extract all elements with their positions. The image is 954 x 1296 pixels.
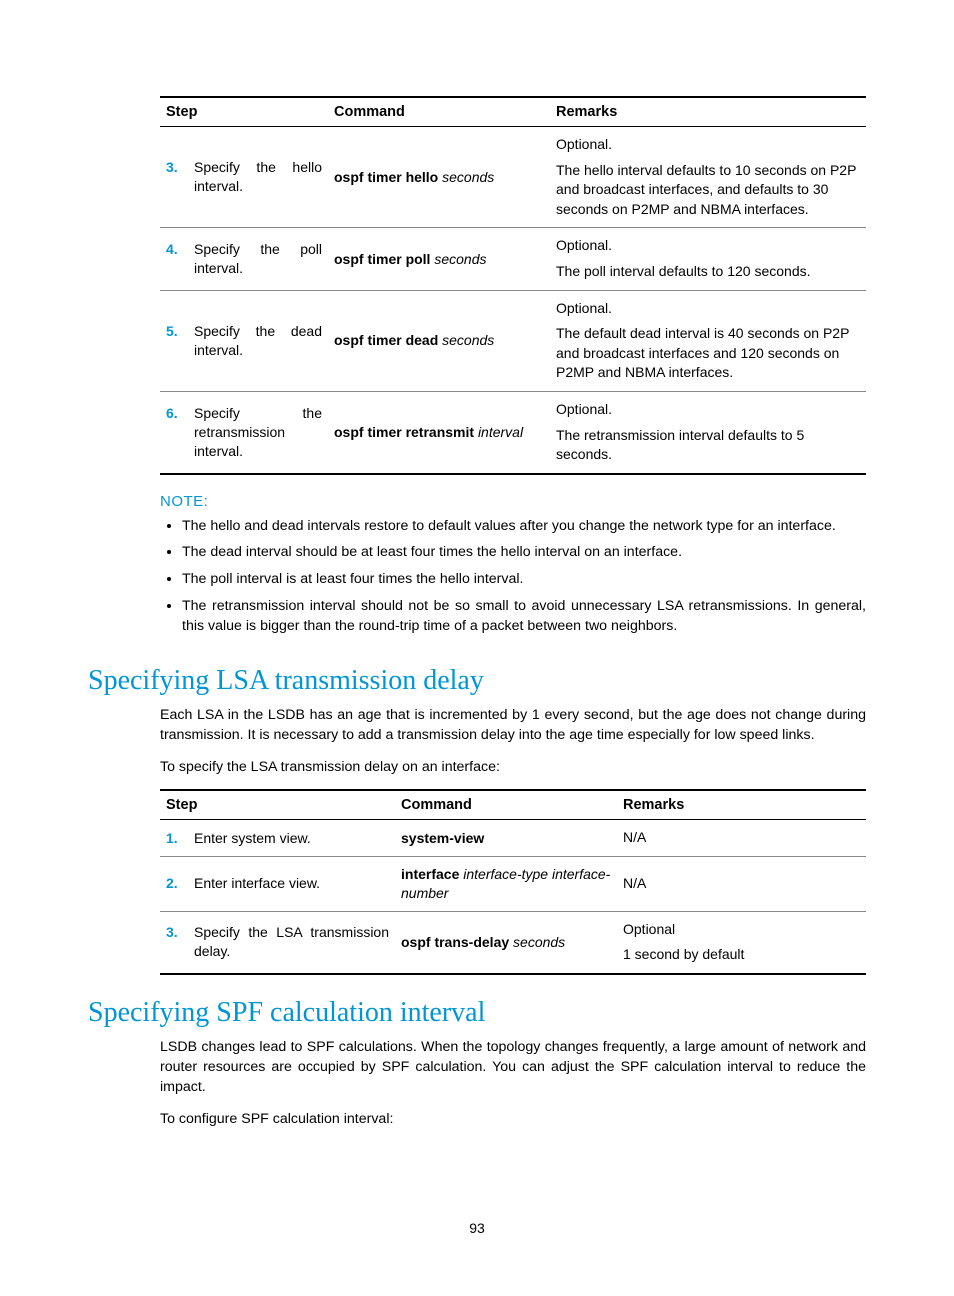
lead-spf-interval: To configure SPF calculation interval:: [160, 1109, 866, 1129]
command-arg: seconds: [513, 934, 565, 950]
step-number: 2.: [166, 874, 184, 893]
step-cell: 3. Specify the LSA transmission delay.: [160, 911, 395, 974]
col-command: Command: [328, 97, 550, 127]
step-label: Enter interface view.: [194, 874, 389, 893]
command-bold: ospf timer retransmit: [334, 424, 474, 440]
step-label: Specify the retransmission interval.: [194, 404, 322, 461]
step-label: Enter system view.: [194, 829, 389, 848]
remark-text: The hello interval defaults to 10 second…: [556, 161, 860, 220]
page-number: 93: [0, 1220, 954, 1236]
col-command: Command: [395, 790, 617, 820]
command-arg: seconds: [434, 251, 486, 267]
remarks-cell: Optional 1 second by default: [617, 911, 866, 974]
step-number: 5.: [166, 322, 184, 360]
note-list: The hello and dead intervals restore to …: [160, 516, 866, 637]
col-remarks: Remarks: [617, 790, 866, 820]
timers-table: Step Command Remarks 3. Specify the hello…: [160, 96, 866, 475]
remark-optional: Optional.: [556, 400, 860, 420]
table-header-row: Step Command Remarks: [160, 790, 866, 820]
step-cell: 3. Specify the hello interval.: [160, 127, 328, 228]
table-row: 3.Specify the hello interval.ospf timer …: [160, 127, 866, 228]
remarks-cell: Optional. The hello interval defaults to …: [550, 127, 866, 228]
lead-lsa-delay: To specify the LSA transmission delay on…: [160, 757, 866, 777]
remark-text: The retransmission interval defaults to …: [556, 426, 860, 465]
remarks-cell: N/A: [617, 820, 866, 857]
command-bold: interface: [401, 866, 459, 882]
command-cell: ospf timer poll seconds: [328, 228, 550, 290]
command-bold: ospf trans-delay: [401, 934, 509, 950]
remark-optional: Optional.: [556, 299, 860, 319]
table-row: 5.Specify the dead interval.ospf timer d…: [160, 290, 866, 391]
note-item: The retransmission interval should not b…: [182, 596, 866, 637]
remarks-cell: Optional. The default dead interval is 40…: [550, 290, 866, 391]
table-header-row: Step Command Remarks: [160, 97, 866, 127]
step-number: 1.: [166, 829, 184, 848]
step-label: Specify the dead interval.: [194, 322, 322, 360]
col-step: Step: [160, 790, 395, 820]
command-bold: ospf timer dead: [334, 332, 438, 348]
note-item: The dead interval should be at least fou…: [182, 542, 866, 563]
step-number: 3.: [166, 158, 184, 196]
command-cell: interface interface-type interface-numbe…: [395, 856, 617, 911]
note-item: The poll interval is at least four times…: [182, 569, 866, 590]
command-cell: ospf timer dead seconds: [328, 290, 550, 391]
col-remarks: Remarks: [550, 97, 866, 127]
step-number: 3.: [166, 923, 184, 961]
table-row: 2. Enter interface view. interface interfa…: [160, 856, 866, 911]
command-cell: system-view: [395, 820, 617, 857]
command-cell: ospf trans-delay seconds: [395, 911, 617, 974]
step-number: 6.: [166, 404, 184, 461]
command-cell: ospf timer retransmit interval: [328, 391, 550, 473]
remarks-cell: Optional. The retransmission interval def…: [550, 391, 866, 473]
table-row: 3.Specify the LSA transmission delay.osp…: [160, 911, 866, 974]
command-arg: seconds: [442, 169, 494, 185]
remark-text: The poll interval defaults to 120 second…: [556, 262, 860, 282]
remark-text: N/A: [623, 874, 860, 894]
command-cell: ospf timer hello seconds: [328, 127, 550, 228]
step-cell: 6.Specify the retransmission interval.: [160, 391, 328, 473]
heading-spf-interval: Specifying SPF calculation interval: [88, 997, 866, 1029]
lsa-delay-table: Step Command Remarks 1. Enter system view…: [160, 789, 866, 975]
page: Step Command Remarks 3. Specify the hello…: [0, 0, 954, 1296]
table-row: 4.Specify the poll interval.ospf timer p…: [160, 228, 866, 290]
content-area: Step Command Remarks 3. Specify the hello…: [160, 96, 866, 1129]
step-label: Specify the poll interval.: [194, 240, 322, 278]
step-cell: 2. Enter interface view.: [160, 856, 395, 911]
note-label: NOTE:: [160, 493, 866, 510]
command-bold: system-view: [401, 830, 484, 846]
command-arg: seconds: [442, 332, 494, 348]
remark-optional: Optional: [623, 920, 860, 940]
command-bold: ospf timer hello: [334, 169, 438, 185]
para-lsa-delay: Each LSA in the LSDB has an age that is …: [160, 705, 866, 745]
remark-text: N/A: [623, 828, 860, 848]
step-label: Specify the hello interval.: [194, 158, 322, 196]
remarks-cell: N/A: [617, 856, 866, 911]
remarks-cell: Optional. The poll interval defaults to 1…: [550, 228, 866, 290]
heading-lsa-delay: Specifying LSA transmission delay: [88, 665, 866, 697]
step-cell: 4. Specify the poll interval.: [160, 228, 328, 290]
step-number: 4.: [166, 240, 184, 278]
step-label: Specify the LSA transmission delay.: [194, 923, 389, 961]
table-row: 6.Specify the retransmission interval.os…: [160, 391, 866, 473]
remark-text: The default dead interval is 40 seconds …: [556, 324, 860, 383]
remark-optional: Optional.: [556, 236, 860, 256]
remark-text: 1 second by default: [623, 945, 860, 965]
note-item: The hello and dead intervals restore to …: [182, 516, 866, 537]
step-cell: 1. Enter system view.: [160, 820, 395, 857]
para-spf-interval: LSDB changes lead to SPF calculations. W…: [160, 1037, 866, 1097]
command-bold: ospf timer poll: [334, 251, 430, 267]
table-row: 1. Enter system view. system-view N/A: [160, 820, 866, 857]
col-step: Step: [160, 97, 328, 127]
remark-optional: Optional.: [556, 135, 860, 155]
step-cell: 5. Specify the dead interval.: [160, 290, 328, 391]
command-arg: interval: [478, 424, 523, 440]
